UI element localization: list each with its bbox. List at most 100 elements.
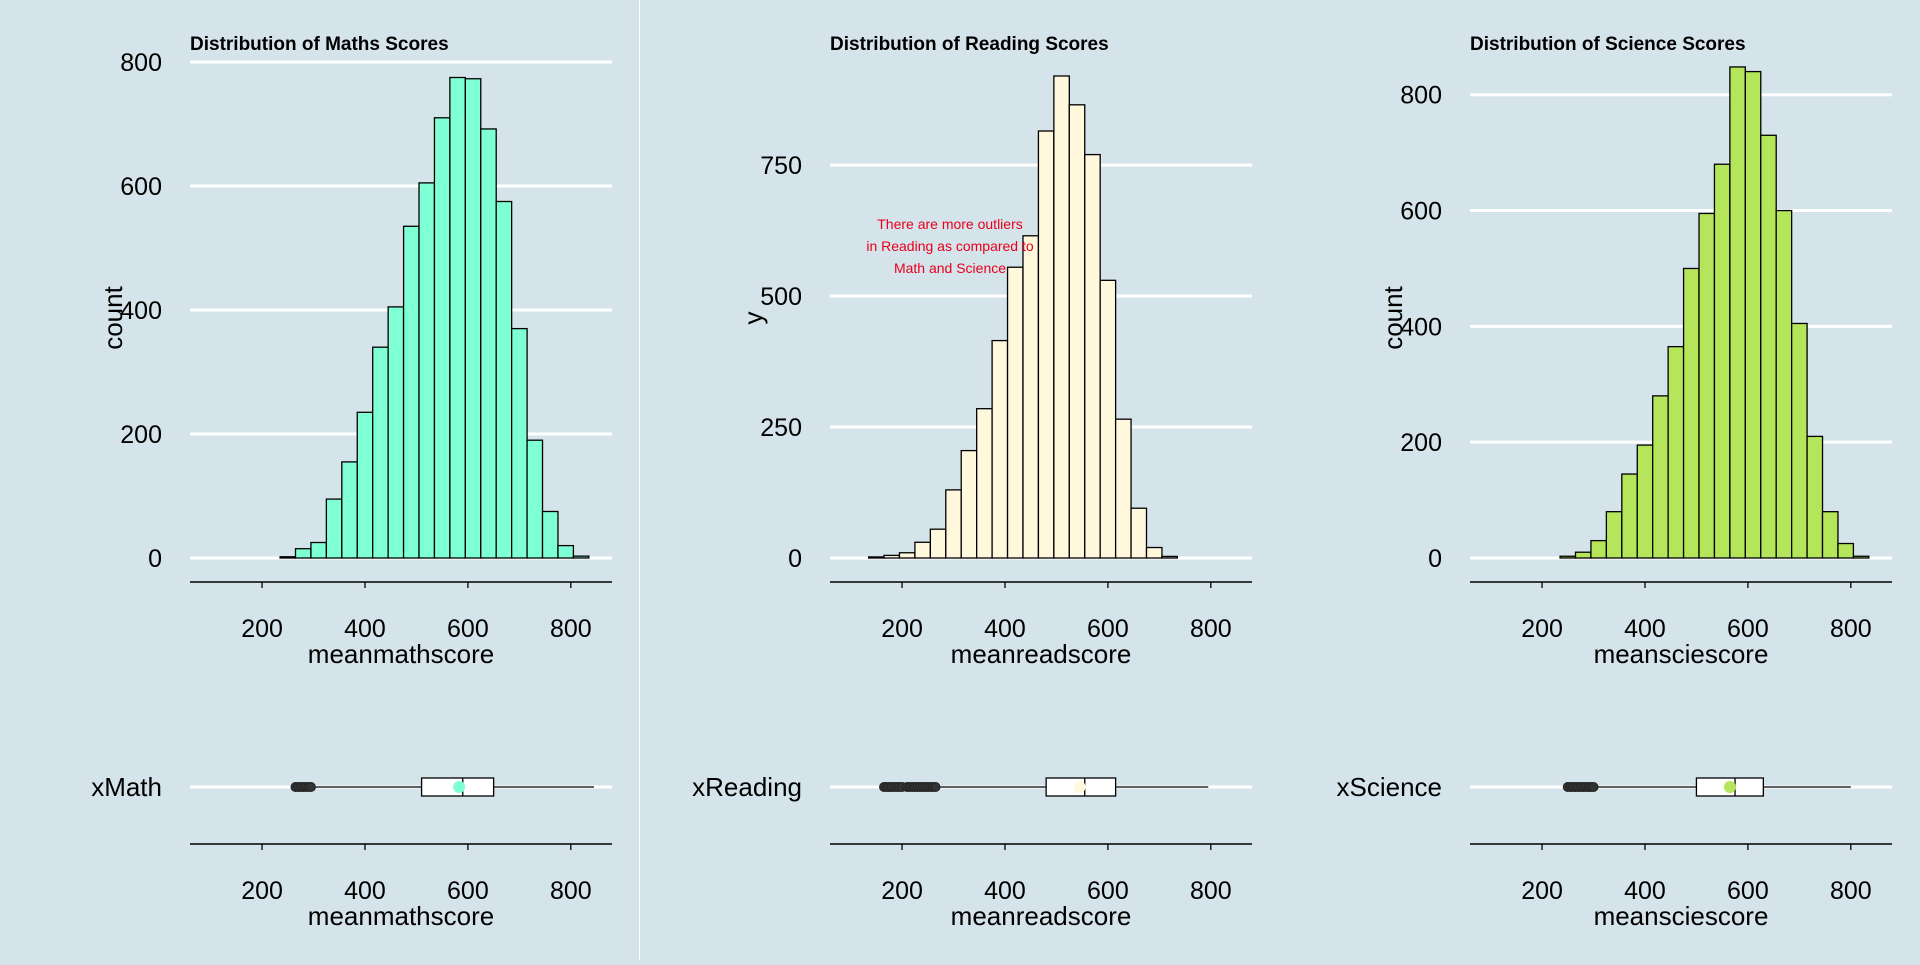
histogram-bar [464,78,482,559]
category-name: Math [104,772,162,802]
y-tick-label: 600 [120,173,162,201]
histogram-bar [1636,444,1654,559]
histogram-bar [898,552,916,559]
y-tick-label: 200 [1400,429,1442,457]
boxplot-2: xReading 200 400 600 800 meanreadscore [692,772,1252,931]
histogram-bar [1760,134,1777,559]
histogram-bar [1698,212,1716,559]
y-tick-label: 400 [1400,313,1442,341]
y-tick-label: 400 [120,297,162,325]
histogram-bar [1022,235,1040,559]
histogram-bar [991,339,1009,559]
x-axis-label: meansciescore [1594,639,1769,669]
histogram-bar [1775,209,1793,559]
histogram-bar [1682,267,1700,559]
x-tick-label: 200 [881,615,923,643]
x-tick-label: 200 [241,877,283,905]
histogram-bar [1713,163,1731,559]
histogram-1: 200 400 600 800 0 200 400 600 800 Distribution of… [98,34,612,669]
histogram-bar [1821,511,1839,559]
category-name: Reading [705,772,802,802]
x-tick-label: 600 [447,615,489,643]
histogram-bar [1574,551,1592,559]
x-tick-label: 400 [344,615,386,643]
x-tick-label: 200 [881,877,923,905]
x-tick-label: 200 [241,615,283,643]
histogram-bar [1729,66,1746,559]
x-axis-label: meanreadscore [951,639,1132,669]
histogram-bar [929,528,947,559]
y-tick-label: 800 [1400,82,1442,110]
histogram-bar [449,76,466,559]
x-tick-label: 400 [984,877,1026,905]
category-label: xReading [692,772,802,802]
category-name: Science [1350,772,1443,802]
annotation-line: There are more outliers [877,216,1023,232]
mean-point [1723,781,1736,793]
histogram-bar [402,225,420,559]
boxplot-1: xMath 200 400 600 800 meanmathscore [91,772,612,931]
x-tick-label: 400 [1624,615,1666,643]
x-axis-label: meanreadscore [951,901,1132,931]
histogram-bar [495,200,513,559]
chart-title: Distribution of Maths Scores [190,34,449,55]
histogram-bar [976,408,993,559]
histogram-bar [387,306,405,559]
histogram-bar [1037,130,1055,559]
x-tick-label: 600 [1727,615,1769,643]
x-axis-label: meanmathscore [308,901,494,931]
x-axis-label: meansciescore [1594,901,1769,931]
histogram-bar [1099,279,1117,559]
category-label: xScience [1337,772,1443,802]
chart-title: Distribution of Reading Scores [830,34,1109,55]
x-axis-label: meanmathscore [308,639,494,669]
x-tick-label: 600 [1087,877,1129,905]
histogram-2: 200 400 600 800 0 250 500 750 Distribution of Re… [738,34,1252,669]
x-tick-label: 600 [447,877,489,905]
y-axis-label: count [98,285,128,349]
x-tick-label: 600 [1727,877,1769,905]
histogram-bar [1084,153,1101,559]
category-label: xMath [91,772,162,802]
x-tick-label: 200 [1521,877,1563,905]
mean-point [453,781,466,793]
histogram-bar [1130,507,1148,559]
y-tick-label: 0 [788,545,802,573]
x-tick-label: 600 [1087,615,1129,643]
x-tick-label: 200 [1521,615,1563,643]
y-tick-label: 600 [1400,198,1442,226]
histogram-bar [356,411,374,559]
y-tick-label: 0 [1428,545,1442,573]
histogram-bar [572,555,590,559]
histogram-bar [1652,395,1669,559]
histogram-bar [310,541,328,559]
y-tick-label: 750 [760,152,802,180]
category-prefix: x [1337,772,1350,802]
histogram-bar [883,554,901,559]
histogram-bar [418,182,436,559]
y-axis-label: y [738,312,768,325]
histogram-bar [1837,542,1855,559]
histogram-bar [1590,539,1608,559]
outlier-point [305,782,316,792]
histogram-bar [1145,546,1163,559]
annotation-line: in Reading as compared to [866,238,1034,254]
histogram-bar [526,439,544,559]
histogram-bar [372,346,389,559]
panel-divider [639,0,640,960]
histogram-bar [325,498,343,559]
histogram-bar [480,128,497,559]
x-tick-label: 800 [550,615,592,643]
histogram-bar [1605,511,1623,559]
y-axis-label: count [1378,285,1408,349]
histogram-bar [1068,104,1086,559]
category-prefix: x [91,772,104,802]
x-tick-label: 800 [1190,877,1232,905]
histogram-bar [433,117,451,559]
histogram-bar [294,548,312,559]
histogram-bar [510,327,528,559]
histogram-bar [1114,418,1132,559]
histogram-3: 200 400 600 800 0 200 400 600 800 Distribution of… [1378,34,1892,669]
